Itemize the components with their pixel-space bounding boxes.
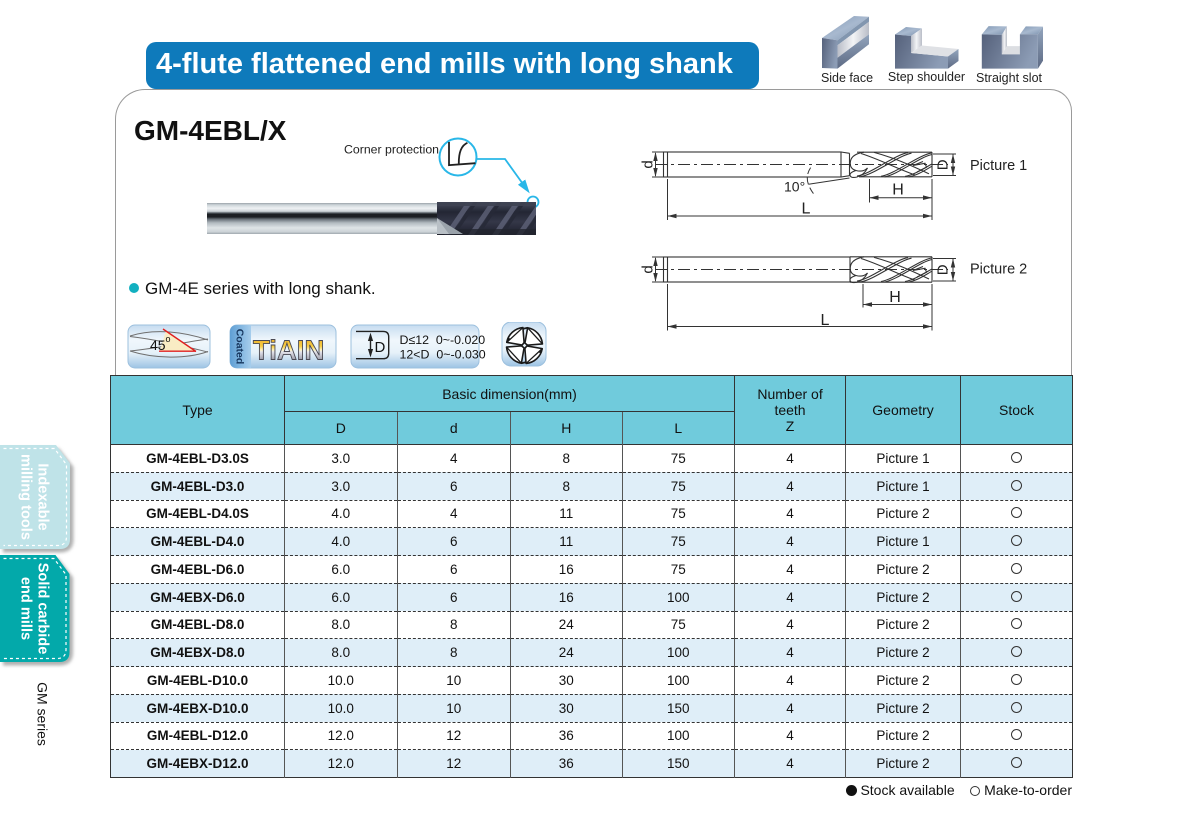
svg-text:D≤12 0~-0.020: D≤12 0~-0.020 bbox=[400, 333, 486, 347]
svg-text:Side face: Side face bbox=[821, 71, 873, 85]
svg-text:D: D bbox=[934, 264, 951, 275]
svg-text:Solid carbide: Solid carbide bbox=[35, 563, 51, 655]
svg-text:L: L bbox=[802, 201, 811, 218]
svg-text:Step shoulder: Step shoulder bbox=[888, 70, 965, 84]
svg-text:Straight slot: Straight slot bbox=[976, 71, 1043, 85]
svg-text:o: o bbox=[166, 334, 171, 344]
svg-text:D: D bbox=[934, 159, 951, 170]
svg-text:L: L bbox=[821, 312, 830, 329]
svg-text:12<D 0~-0.030: 12<D 0~-0.030 bbox=[400, 347, 486, 361]
svg-text:H: H bbox=[889, 289, 901, 306]
svg-text:Picture 2: Picture 2 bbox=[970, 262, 1027, 278]
svg-text:Picture 1: Picture 1 bbox=[970, 158, 1027, 174]
svg-text:d: d bbox=[639, 160, 656, 168]
svg-text:10°: 10° bbox=[784, 179, 805, 195]
svg-text:45: 45 bbox=[150, 337, 166, 353]
svg-text:Corner protection: Corner protection bbox=[344, 143, 439, 157]
svg-text:H: H bbox=[892, 182, 904, 199]
svg-text:end mills: end mills bbox=[18, 577, 34, 640]
svg-text:milling tools: milling tools bbox=[18, 454, 34, 540]
svg-text:Indexable: Indexable bbox=[35, 463, 51, 530]
svg-text:Coated: Coated bbox=[234, 329, 246, 365]
svg-text:D: D bbox=[375, 339, 386, 356]
svg-text:GM series: GM series bbox=[35, 682, 51, 746]
svg-text:TiAIN: TiAIN bbox=[253, 335, 324, 366]
svg-text:d: d bbox=[639, 265, 656, 273]
